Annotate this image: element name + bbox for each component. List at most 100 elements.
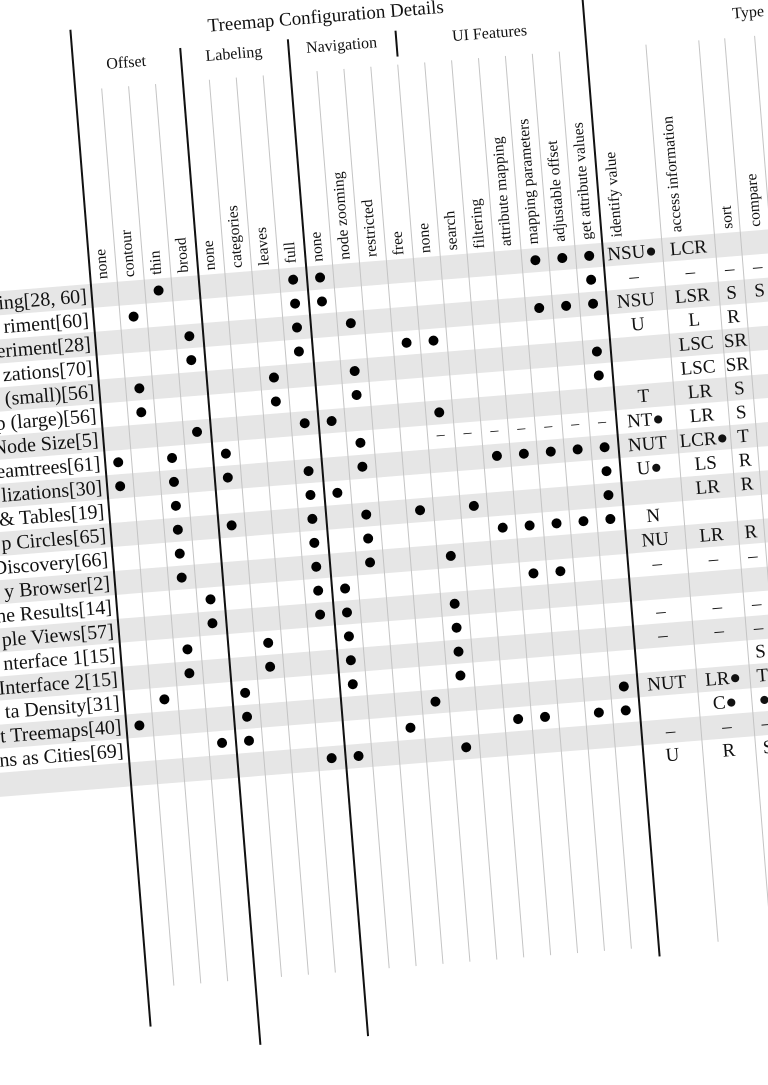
mark-dot — [467, 500, 479, 512]
mark-dot — [344, 317, 356, 329]
column-header-label: node zooming — [329, 170, 354, 261]
mark-dot — [362, 533, 374, 544]
mark-dot — [414, 504, 425, 516]
column-header-label: access information — [659, 115, 686, 234]
type-cell-identify: U — [664, 744, 681, 767]
type-cell-compare: S — [753, 279, 766, 302]
column-header-label: none — [199, 239, 219, 271]
mark-dot — [598, 441, 610, 453]
mark-dot — [293, 346, 304, 357]
type-cell-compare — [740, 229, 768, 255]
mark-dot — [331, 487, 343, 499]
mark-dot — [404, 722, 416, 734]
mark-dot — [400, 337, 412, 349]
type-cell-sort: R — [737, 449, 753, 472]
mark-dot — [310, 561, 322, 573]
mark-dot — [356, 461, 368, 473]
mark-dot — [204, 593, 216, 605]
type-cell-sort: – — [724, 258, 736, 280]
type-cell-sort: S — [762, 736, 768, 759]
mark-dot — [183, 330, 195, 342]
mark-dot — [591, 346, 602, 357]
type-cell-sort: T — [755, 664, 768, 687]
mark-dot — [166, 452, 177, 464]
type-cell-sort: S — [735, 401, 748, 424]
mark-dot — [602, 489, 614, 501]
column-header-label: thin — [146, 249, 166, 276]
dash-mark: – — [570, 415, 580, 433]
mark-dot — [168, 476, 179, 488]
mark-dot — [216, 737, 227, 749]
mark-dot — [550, 518, 562, 529]
mark-dot — [619, 705, 631, 716]
column-header-label: full — [280, 241, 300, 265]
mark-dot — [316, 296, 327, 307]
mark-dot — [544, 446, 556, 458]
mark-dot — [158, 694, 170, 705]
mark-dot — [444, 550, 456, 562]
mark-dot — [577, 515, 589, 527]
mark-dot — [181, 644, 193, 655]
mark-dot — [339, 583, 350, 594]
mark-dot — [133, 720, 145, 731]
type-cell-sort — [714, 232, 742, 258]
mark-dot — [539, 711, 550, 723]
mark-dot — [517, 448, 529, 460]
treemap-configuration-table: Treemap Configuration Details Offset Labe… — [0, 0, 768, 1045]
type-cell-compare: – — [752, 256, 764, 278]
column-header-label: none — [91, 248, 112, 280]
type-cell-compare — [746, 301, 768, 327]
mark-dot — [306, 513, 318, 525]
type-cell-sort: – — [760, 712, 768, 735]
mark-dot — [448, 598, 460, 610]
mark-dot — [450, 622, 462, 634]
row-label — [126, 787, 128, 811]
mark-dot — [348, 365, 360, 377]
mark-dot — [191, 426, 202, 438]
column-header-label: free — [388, 230, 408, 256]
mark-dot — [592, 707, 604, 718]
mark-dot — [604, 513, 616, 525]
mark-dot — [175, 572, 187, 584]
mark-dot — [173, 548, 185, 560]
mark-dot — [243, 735, 254, 747]
type-cell-sort — [741, 567, 768, 593]
dash-mark: – — [462, 423, 473, 442]
mark-dot — [352, 750, 364, 762]
column-header-label: search — [440, 210, 462, 252]
mark-dot — [170, 500, 181, 512]
mark-dot — [302, 465, 314, 477]
type-cell-sort: – — [751, 593, 763, 615]
type-cell-sort: ● — [757, 688, 768, 711]
type-cell-sort: S — [733, 377, 746, 400]
mark-dot — [491, 450, 502, 462]
column-header-label: restricted — [358, 199, 381, 258]
dash-mark: – — [543, 417, 553, 435]
type-cell-compare — [755, 421, 768, 447]
mark-dot — [298, 417, 310, 429]
mark-dot — [350, 389, 362, 401]
mark-dot — [171, 524, 183, 536]
dash-mark: – — [597, 413, 607, 431]
mark-dot — [185, 354, 197, 366]
column-header-label: get attribute values — [569, 121, 596, 241]
mark-dot — [452, 646, 464, 658]
mark-dot — [183, 667, 195, 679]
column-header-label: none — [307, 230, 327, 263]
type-cell-sort: R — [726, 306, 741, 328]
mark-dot — [585, 274, 597, 286]
type-cell-sort: S — [725, 282, 738, 304]
mark-dot — [556, 252, 568, 264]
mark-dot — [429, 696, 441, 708]
mark-dot — [496, 522, 508, 534]
group-label-type: Type — [731, 3, 765, 23]
column-header-label: attribute mapping — [489, 136, 515, 248]
mark-dot — [354, 437, 366, 449]
dash-mark: – — [516, 419, 526, 438]
column-header-label: filtering — [467, 198, 488, 250]
type-cell-compare — [763, 516, 768, 542]
type-cell-sort: R — [743, 521, 759, 544]
column-header-label: contour — [117, 228, 139, 278]
type-cell-sort: – — [747, 545, 759, 568]
mark-dot — [587, 298, 598, 310]
